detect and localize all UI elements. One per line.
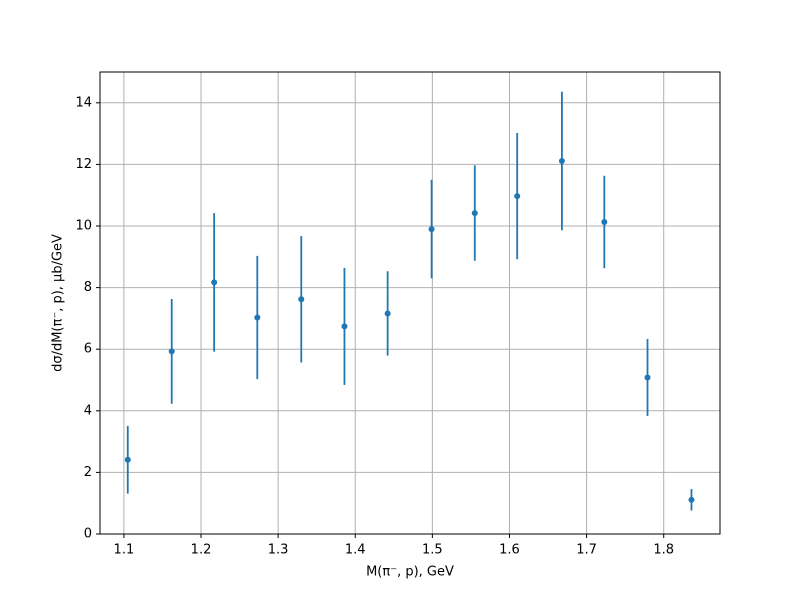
y-tick-label: 4 [84,403,92,418]
x-tick-label: 1.4 [345,543,366,558]
data-point [254,314,261,321]
x-tick-label: 1.8 [653,543,674,558]
data-point [298,296,305,303]
y-tick-label: 10 [75,219,92,234]
x-tick-label: 1.1 [114,543,135,558]
data-point [428,226,435,233]
x-tick-label: 1.6 [499,543,520,558]
x-tick-label: 1.2 [191,543,212,558]
y-axis-label: dσ/dM(π⁻, p), μb/GeV [51,234,66,372]
data-point [124,456,131,463]
x-tick-label: 1.7 [576,543,597,558]
y-tick-label: 2 [84,465,92,480]
y-tick-label: 14 [75,95,92,110]
y-tick-label: 0 [84,527,92,542]
data-point [471,210,478,217]
plot-frame [99,71,721,535]
data-point [688,496,695,503]
y-tick-label: 12 [75,157,92,172]
x-tick-label: 1.5 [422,543,443,558]
x-axis-label: M(π⁻, p), GeV [366,565,454,580]
data-point [644,374,651,381]
x-tick-label: 1.3 [268,543,289,558]
data-point [384,310,391,317]
data-point [558,158,565,165]
data-point [211,279,218,286]
data-point [601,218,608,225]
data-point [514,193,521,200]
y-tick-label: 6 [84,342,92,357]
data-point [341,323,348,330]
y-tick-label: 8 [84,280,92,295]
data-point [168,348,175,355]
